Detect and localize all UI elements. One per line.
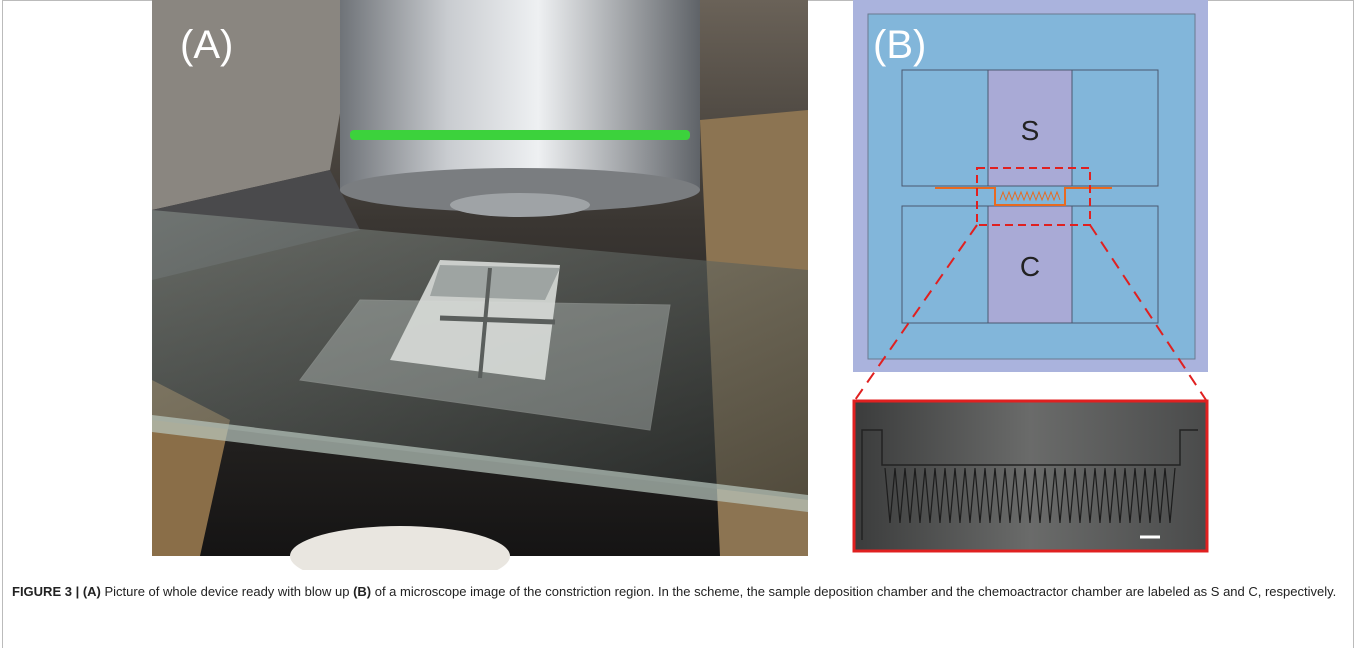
panel-label: (A) <box>180 23 233 67</box>
page: (A) (B) S C FIGURE 3 | (A) Picture of <box>0 0 1358 650</box>
panel-label: (B) <box>873 23 926 67</box>
caption-ref: (B) <box>353 584 371 599</box>
caption-text: Picture of whole device ready with blow … <box>101 584 353 599</box>
figure-caption: FIGURE 3 | (A) Picture of whole device r… <box>12 582 1342 602</box>
chamber-label: S <box>1021 115 1040 146</box>
caption-text: of a microscope image of the constrictio… <box>371 584 1336 599</box>
caption-figure-id: FIGURE 3 | (A) <box>12 584 101 599</box>
microscope-inset <box>854 401 1207 551</box>
scheme-b: (B) S C <box>853 0 1208 400</box>
chamber-label: C <box>1020 251 1040 282</box>
figure-art: (A) (B) S C <box>0 0 1358 570</box>
photo-a: (A) <box>152 0 808 570</box>
